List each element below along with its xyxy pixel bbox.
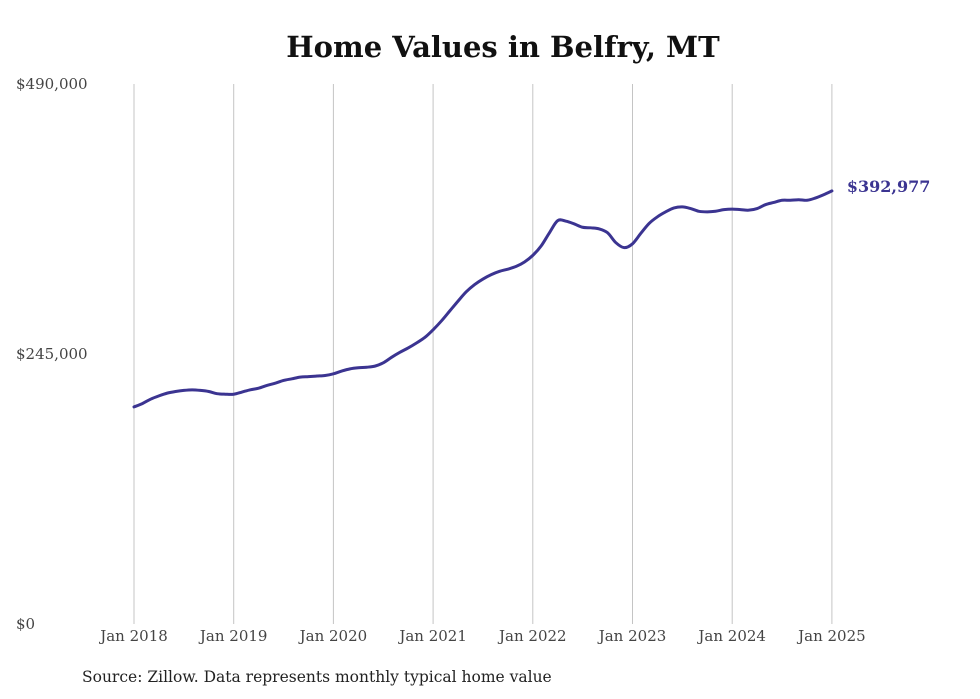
x-tick-label: Jan 2020: [298, 627, 368, 645]
y-tick-label: $245,000: [16, 345, 88, 363]
x-tick-label: Jan 2019: [198, 627, 268, 645]
x-tick-label: Jan 2022: [497, 627, 567, 645]
source-note: Source: Zillow. Data represents monthly …: [82, 668, 552, 686]
x-tick-label: Jan 2018: [98, 627, 168, 645]
end-value-label: $392,977: [847, 177, 931, 196]
gridlines: [133, 84, 833, 624]
data-labels: $392,977: [847, 177, 931, 196]
x-axis-tick-labels: Jan 2018 Jan 2019 Jan 2020 Jan 2021 Jan 2022…: [98, 627, 865, 645]
x-tick-label: Jan 2023: [597, 627, 667, 645]
x-tick-label: Jan 2024: [696, 627, 766, 645]
y-tick-label: $490,000: [16, 75, 88, 93]
series-line: [132, 189, 834, 409]
x-tick-label: Jan 2021: [397, 627, 467, 645]
y-axis-tick-labels: $0 $245,000 $490,000: [16, 75, 88, 633]
y-tick-label: $0: [16, 615, 35, 633]
series-layer: [132, 189, 834, 409]
chart-title: Home Values in Belfry, MT: [286, 30, 720, 64]
x-tick-label: Jan 2025: [796, 627, 866, 645]
